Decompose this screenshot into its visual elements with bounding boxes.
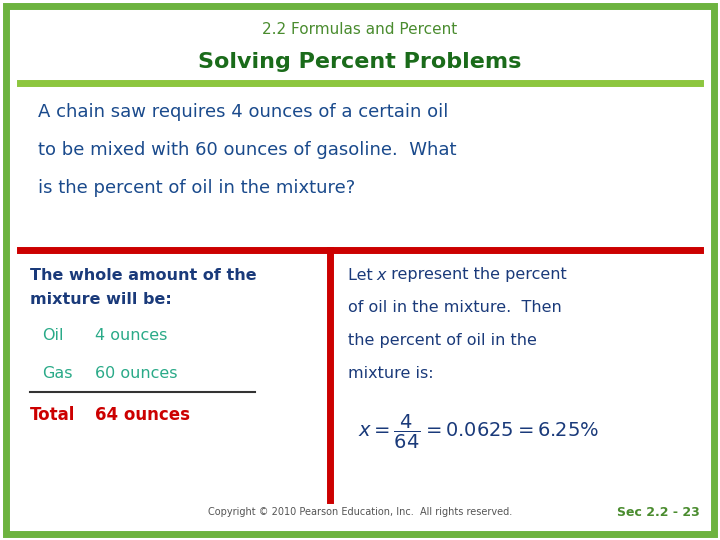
Text: $x = \dfrac{4}{64} = 0.0625 = 6.25\%$: $x = \dfrac{4}{64} = 0.0625 = 6.25\%$	[358, 413, 599, 451]
Text: 4 ounces: 4 ounces	[95, 327, 167, 342]
Text: 64 ounces: 64 ounces	[95, 406, 190, 424]
Text: Gas: Gas	[42, 366, 73, 381]
Text: Sec 2.2 - 23: Sec 2.2 - 23	[617, 505, 700, 518]
Text: 60 ounces: 60 ounces	[95, 366, 178, 381]
Text: A chain saw requires 4 ounces of a certain oil: A chain saw requires 4 ounces of a certa…	[38, 103, 449, 121]
Text: Copyright © 2010 Pearson Education, Inc.  All rights reserved.: Copyright © 2010 Pearson Education, Inc.…	[208, 507, 512, 517]
Text: Let: Let	[348, 267, 378, 282]
Text: the percent of oil in the: the percent of oil in the	[348, 334, 537, 348]
Text: of oil in the mixture.  Then: of oil in the mixture. Then	[348, 300, 562, 315]
Text: mixture is:: mixture is:	[348, 367, 433, 381]
Text: Solving Percent Problems: Solving Percent Problems	[198, 52, 522, 72]
Text: Oil: Oil	[42, 327, 63, 342]
Text: 2.2 Formulas and Percent: 2.2 Formulas and Percent	[262, 23, 458, 37]
Text: Total: Total	[30, 406, 76, 424]
Text: is the percent of oil in the mixture?: is the percent of oil in the mixture?	[38, 179, 355, 197]
Text: represent the percent: represent the percent	[386, 267, 567, 282]
Text: The whole amount of the: The whole amount of the	[30, 267, 256, 282]
Text: mixture will be:: mixture will be:	[30, 293, 172, 307]
Text: to be mixed with 60 ounces of gasoline.  What: to be mixed with 60 ounces of gasoline. …	[38, 141, 456, 159]
Text: x: x	[376, 267, 385, 282]
